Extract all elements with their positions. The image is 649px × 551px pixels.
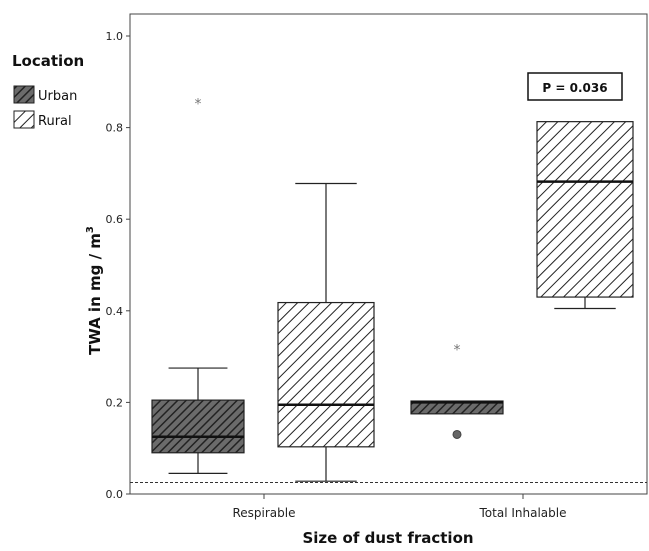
box-urban-total-inhalable: * xyxy=(410,342,504,439)
legend-title: Location xyxy=(12,52,84,70)
x-axis: Respirable Total Inhalable xyxy=(232,494,566,520)
p-value-text: P = 0.036 xyxy=(542,81,607,95)
extreme-point: * xyxy=(195,96,202,112)
legend-label-rural: Rural xyxy=(38,114,72,129)
y-tick-label: 0.6 xyxy=(106,213,124,226)
y-tick-label: 1.0 xyxy=(106,30,124,43)
box-urban-respirable: * xyxy=(151,96,245,474)
box-group: ** xyxy=(151,96,634,482)
p-value-annotation: P = 0.036 xyxy=(527,72,623,101)
y-tick-label: 0.0 xyxy=(106,488,124,501)
x-tick-label: Respirable xyxy=(232,506,295,520)
x-axis-title: Size of dust fraction xyxy=(302,529,473,547)
legend-swatch-urban xyxy=(13,85,35,104)
legend-swatch-rural xyxy=(13,110,35,129)
y-tick-label: 0.8 xyxy=(106,122,124,135)
x-tick-label: Total Inhalable xyxy=(479,506,567,520)
box-iqr xyxy=(151,399,245,454)
box-iqr xyxy=(277,301,375,448)
y-axis-title-text: TWA in mg / m xyxy=(86,233,104,355)
legend: Location Urban Rural xyxy=(12,52,84,129)
box-iqr xyxy=(410,400,504,415)
y-tick-label: 0.4 xyxy=(106,305,124,318)
box-rural-respirable xyxy=(277,182,375,482)
box-iqr xyxy=(536,121,634,298)
y-axis-title: TWA in mg / m3 xyxy=(85,226,104,355)
p-value-box xyxy=(527,72,623,101)
y-tick-label: 0.2 xyxy=(106,396,124,409)
outlier-point xyxy=(452,429,462,439)
y-axis: 0.0 0.2 0.4 0.6 0.8 1.0 xyxy=(106,30,130,501)
legend-label-urban: Urban xyxy=(38,89,77,104)
y-axis-title-superscript: 3 xyxy=(85,226,96,233)
extreme-point: * xyxy=(454,342,461,358)
box-rural-total-inhalable xyxy=(536,121,634,310)
